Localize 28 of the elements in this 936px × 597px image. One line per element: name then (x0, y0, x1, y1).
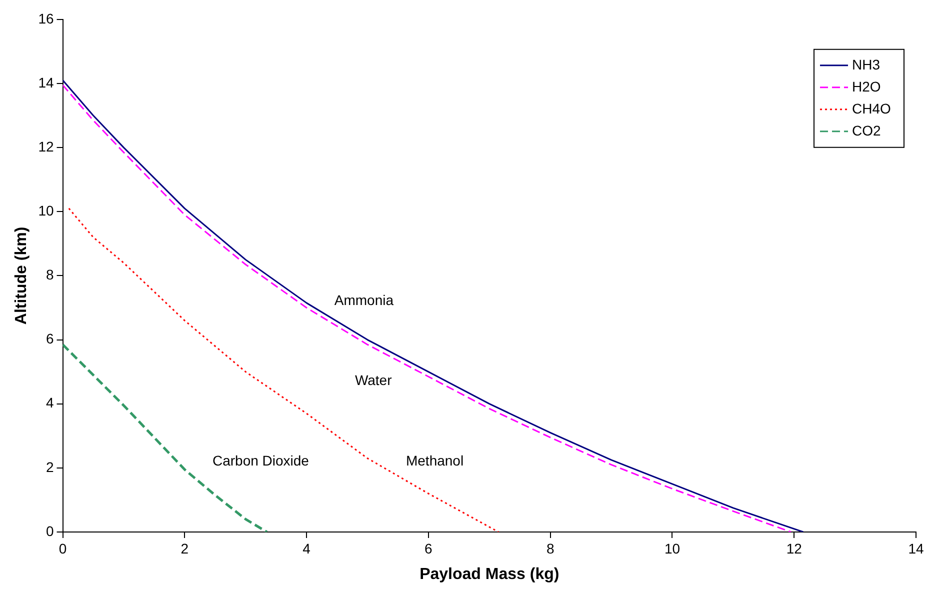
y-tick-label: 2 (46, 458, 54, 475)
x-tick-label: 0 (58, 540, 67, 556)
x-tick-label: 14 (908, 540, 924, 556)
x-axis-title: Payload Mass (kg) (420, 566, 560, 583)
y-tick-label: 8 (46, 266, 54, 283)
legend-label: NH3 (852, 56, 880, 72)
annotation: Carbon Dioxide (212, 452, 310, 469)
x-tick-label: 6 (424, 540, 433, 556)
legend-label: CH4O (852, 100, 892, 116)
y-tick-label: 16 (38, 10, 54, 26)
y-tick-label: 0 (46, 522, 54, 539)
legend-label: CO2 (852, 122, 881, 138)
annotation: Water (354, 372, 392, 388)
y-axis-title: Altitude (km) (13, 226, 30, 325)
y-tick-label: 12 (38, 138, 54, 154)
line-series (68, 208, 500, 532)
y-tick-label: 6 (46, 330, 54, 347)
y-tick-label: 4 (46, 394, 54, 411)
y-tick-label: 10 (38, 202, 54, 218)
y-tick-label: 14 (38, 74, 54, 90)
legend-label: H2O (852, 78, 881, 94)
x-tick-label: 4 (302, 540, 311, 556)
annotation: Methanol (406, 452, 464, 469)
x-tick-label: 10 (664, 540, 680, 556)
x-tick-label: 2 (180, 540, 189, 556)
x-tick-label: 8 (546, 540, 554, 556)
annotation: Ammonia (334, 292, 394, 308)
x-tick-label: 12 (786, 540, 802, 556)
